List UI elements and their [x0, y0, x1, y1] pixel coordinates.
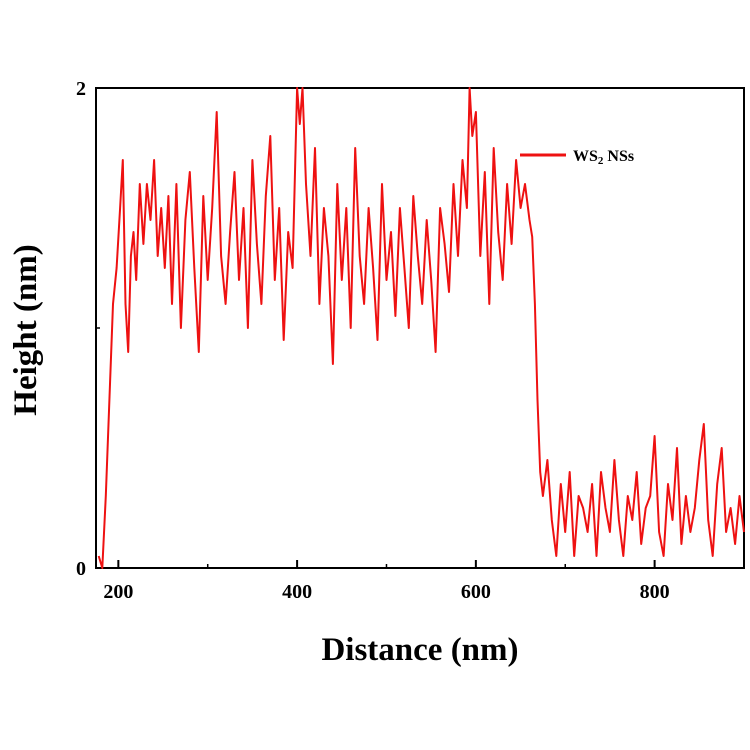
x-tick-label: 400 [282, 581, 312, 603]
legend-label: WS2 NSs [573, 148, 634, 167]
plot-frame [95, 87, 745, 569]
x-axis-title: Distance (nm) [321, 632, 518, 668]
y-tick-label: 0 [76, 558, 86, 580]
x-tick-label: 200 [103, 581, 133, 603]
tick-group [96, 87, 745, 569]
y-axis-title: Height (nm) [8, 244, 44, 415]
legend-label-rest: NSs [603, 148, 634, 165]
y-tick-label: 2 [76, 78, 86, 100]
x-tick-label: 800 [640, 581, 670, 603]
x-tick-label: 600 [461, 581, 491, 603]
legend-label-main: WS [573, 148, 598, 165]
legend-label-subscript: 2 [598, 155, 604, 167]
tick-label-group: 200 400 600 800 0 2 [76, 78, 670, 603]
legend: WS2 NSs [520, 148, 634, 167]
series-line-ws2-nss [97, 87, 745, 569]
